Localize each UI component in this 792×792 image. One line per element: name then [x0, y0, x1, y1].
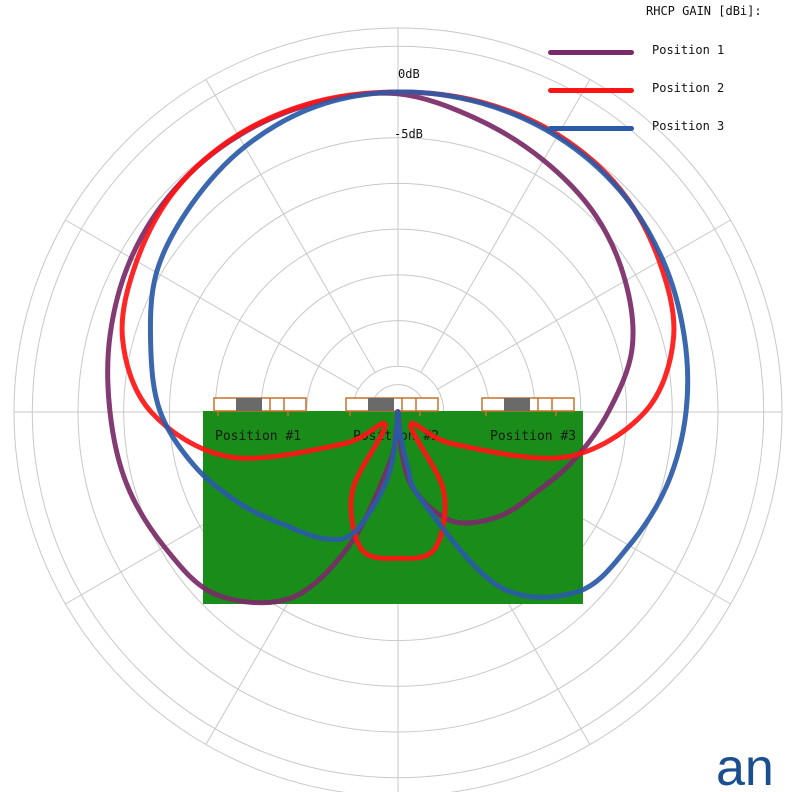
module-chip [236, 398, 262, 411]
radial-label-1: -5dB [394, 127, 423, 141]
series-layer [105, 89, 691, 606]
grid-spoke-300 [65, 219, 359, 390]
legend-swatch-1 [548, 50, 634, 55]
grid-spoke-330 [205, 79, 376, 373]
antenna-module-2 [345, 397, 439, 416]
module-chip [368, 398, 394, 411]
legend-item-3: Position 3 [548, 118, 788, 138]
legend-label-2: Position 2 [652, 81, 725, 95]
legend-label-1: Position 1 [652, 43, 725, 57]
legend-item-2: Position 2 [548, 80, 788, 100]
brand-logo-text: an [716, 739, 774, 792]
legend-label-3: Position 3 [652, 119, 725, 133]
polar-grid [13, 27, 783, 792]
grid-spoke-60 [437, 219, 731, 390]
board-label-3: Position #3 [490, 429, 576, 444]
series-line-3 [147, 89, 691, 600]
legend-title: RHCP GAIN [dBi]: [646, 4, 762, 18]
legend-swatch-2 [548, 88, 634, 93]
antenna-module-3 [481, 397, 575, 416]
radial-labels: 0dB -5dB [394, 67, 423, 141]
board-label-1: Position #1 [215, 429, 301, 444]
module-chip [504, 398, 530, 411]
radial-label-0: 0dB [398, 67, 420, 81]
legend-swatch-3 [548, 126, 634, 131]
legend-item-1: Position 1 [548, 42, 788, 62]
series-line-2 [119, 89, 677, 561]
antenna-module-1 [213, 397, 307, 416]
